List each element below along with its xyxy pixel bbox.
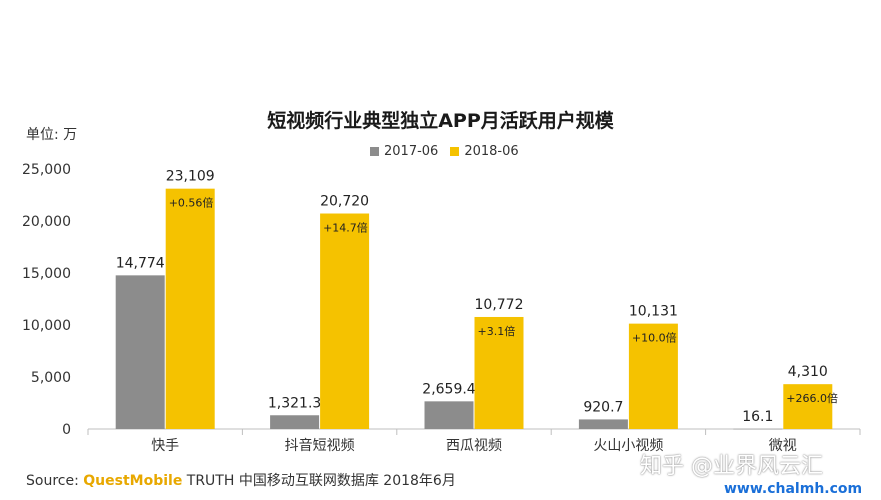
legend-item-2017: 2017-06	[370, 144, 438, 159]
data-label-2017: 2,659.4	[422, 381, 476, 397]
data-label-2017: 920.7	[583, 399, 623, 415]
x-tick-label: 火山小视频	[593, 438, 663, 454]
legend-label-2018: 2018-06	[464, 144, 519, 159]
legend-label-2017: 2017-06	[384, 144, 439, 159]
bar-2018	[783, 384, 833, 429]
growth-label: +3.1倍	[478, 324, 516, 338]
bar-2018	[474, 316, 524, 429]
y-tick-label: 10,000	[22, 318, 71, 334]
growth-label: +14.7倍	[323, 221, 368, 235]
bar-2018	[320, 213, 370, 429]
data-label-2018: 4,310	[788, 364, 828, 380]
source-prefix: Source:	[26, 473, 79, 489]
bar-2017	[733, 428, 783, 430]
y-tick-label: 0	[62, 422, 71, 438]
data-label-2017: 1,321.3	[268, 395, 321, 411]
y-tick-label: 25,000	[22, 162, 71, 178]
legend-swatch-2017	[370, 147, 379, 156]
growth-label: +266.0倍	[786, 391, 838, 405]
data-label-2018: 10,772	[475, 297, 524, 313]
bar-2018	[628, 323, 678, 429]
y-tick-label: 20,000	[22, 214, 71, 230]
x-tick-label: 微视	[769, 438, 797, 454]
watermark-url: www.chalmh.com	[724, 481, 863, 497]
x-tick-label: 快手	[151, 438, 179, 454]
watermark-text: 知乎 @业界风云汇	[640, 454, 823, 479]
y-axis-unit-label: 单位: 万	[26, 127, 78, 143]
bar-2017	[270, 415, 320, 429]
data-label-2018: 10,131	[629, 304, 678, 320]
chart-legend: 2017-06 2018-06	[370, 144, 519, 159]
source-note: Source: QuestMobile TRUTH 中国移动互联网数据库 201…	[26, 470, 456, 490]
data-label-2018: 20,720	[320, 194, 369, 210]
bar-2018	[165, 188, 215, 429]
data-label-2017: 14,774	[116, 255, 165, 271]
chart-title: 短视频行业典型独立APP月活跃用户规模	[267, 110, 614, 132]
data-label-2018: 23,109	[166, 169, 215, 185]
bar-2017	[424, 401, 474, 429]
y-tick-label: 15,000	[22, 266, 71, 282]
x-tick-label: 西瓜视频	[446, 438, 502, 454]
source-brand: QuestMobile	[83, 473, 183, 489]
x-tick-label: 抖音短视频	[285, 437, 355, 454]
growth-label: +0.56倍	[169, 196, 214, 210]
data-label-2017: 16.1	[742, 409, 773, 425]
source-rest: TRUTH 中国移动互联网数据库 2018年6月	[186, 473, 456, 489]
legend-item-2018: 2018-06	[450, 144, 519, 159]
bar-2017	[115, 275, 165, 429]
legend-swatch-2018	[450, 147, 460, 156]
bar-2017	[578, 419, 628, 429]
growth-label: +10.0倍	[632, 331, 677, 345]
y-tick-label: 5,000	[31, 370, 71, 386]
